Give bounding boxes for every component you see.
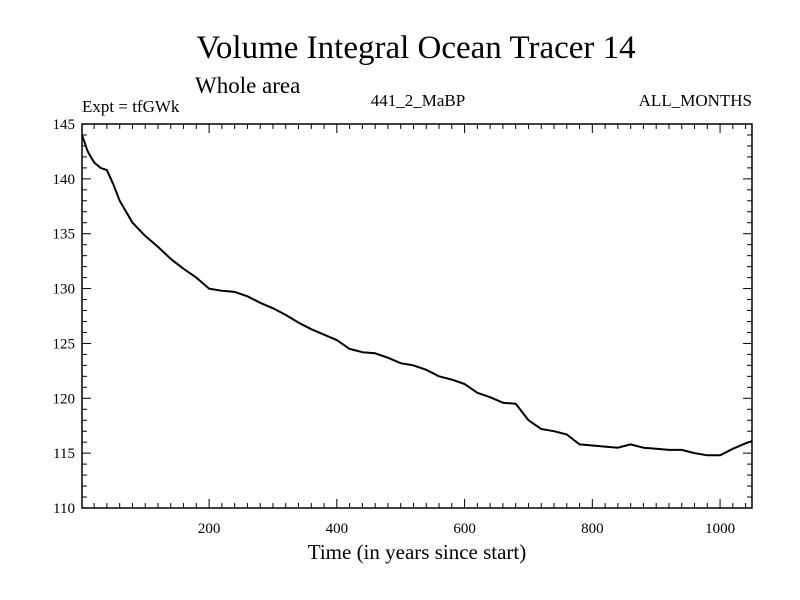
months-label: ALL_MONTHS xyxy=(639,91,752,110)
y-tick-label: 110 xyxy=(53,501,75,517)
chart-title: Volume Integral Ocean Tracer 14 xyxy=(196,30,635,66)
y-tick-label: 125 xyxy=(53,336,76,352)
series-layer xyxy=(81,134,753,457)
y-tick-label: 115 xyxy=(53,446,75,462)
x-tick-label: 800 xyxy=(581,521,604,537)
y-tick-label: 120 xyxy=(53,391,76,407)
x-tick-label: 1000 xyxy=(705,521,735,537)
experiment-label: Expt = tfGWk xyxy=(82,97,180,116)
plot-area-frame xyxy=(81,123,753,509)
y-tick-label: 135 xyxy=(53,227,76,243)
y-tick-label: 130 xyxy=(53,282,76,298)
y-tick-label: 140 xyxy=(53,172,76,188)
axis-ticks: 200 400 600 800 1000 110 115 120 125 130 135 140 145 xyxy=(53,117,752,537)
x-tick-label: 400 xyxy=(326,521,349,537)
y-tick-label: 145 xyxy=(53,117,76,133)
chart-subtitle: Whole area xyxy=(195,73,300,98)
series-line xyxy=(81,134,753,457)
x-tick-label: 600 xyxy=(453,521,476,537)
x-tick-label: 200 xyxy=(198,521,221,537)
x-axis-label: Time (in years since start) xyxy=(308,540,527,564)
run-id-label: 441_2_MaBP xyxy=(371,91,465,110)
